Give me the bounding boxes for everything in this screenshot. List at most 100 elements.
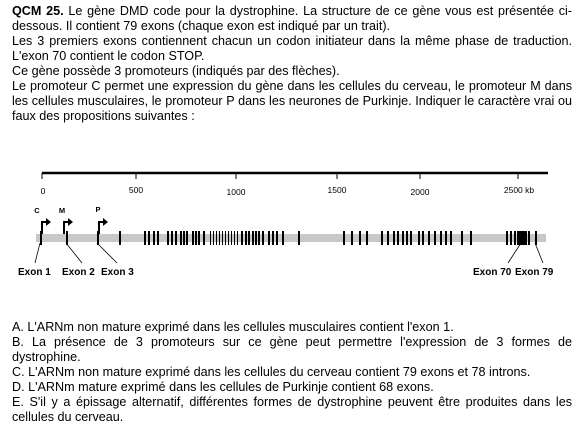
- exon-mark: [343, 231, 345, 245]
- intro-line-3: Ce gène possède 3 promoteurs (indiqués p…: [12, 64, 340, 78]
- exon-mark: [180, 231, 182, 245]
- promoter-label-m: M: [59, 206, 65, 215]
- exon-mark: [222, 231, 223, 245]
- scale-label-2000: 2000: [411, 187, 430, 197]
- exon-mark: [248, 231, 250, 245]
- option-a: A. L'ARNm non mature exprimé dans les ce…: [12, 320, 454, 334]
- exon-mark: [461, 231, 463, 245]
- exon-mark: [434, 231, 436, 245]
- exon-mark: [203, 231, 205, 245]
- exon-label-3: Exon 3: [101, 267, 134, 278]
- exon-mark: [402, 231, 404, 245]
- exon-mark: [119, 231, 121, 245]
- promoter-label-p: P: [95, 205, 100, 214]
- scale-label-500: 500: [129, 185, 143, 195]
- dmd-gene-diagram: 0 500 1000 1500 2000 2500 kb C M P Exon …: [18, 171, 554, 278]
- exon-mark: [450, 231, 452, 245]
- exon-mark: [381, 231, 383, 245]
- exon-mark: [387, 231, 389, 245]
- gene-bar: [36, 234, 546, 242]
- intro-text-1: Le gène DMD code pour la dystrophine. La…: [12, 4, 572, 33]
- exon-mark: [406, 231, 408, 245]
- exon-mark: [528, 231, 530, 245]
- exon-mark: [186, 231, 188, 245]
- exon-pointer-lines: [34, 242, 544, 264]
- exon-mark: [219, 231, 220, 245]
- exon-mark: [428, 231, 430, 245]
- exon-mark: [525, 231, 527, 245]
- scale-label-0: 0: [41, 186, 46, 196]
- exon-mark: [228, 231, 229, 245]
- exon-mark: [298, 231, 300, 245]
- exon-mark: [245, 231, 247, 245]
- exon-mark: [225, 231, 226, 245]
- exon-marks: [40, 231, 537, 245]
- exon-mark: [153, 231, 155, 245]
- answer-options: A. L'ARNm non mature exprimé dans les ce…: [12, 320, 572, 425]
- exon-mark: [195, 231, 197, 245]
- exon-mark: [521, 231, 523, 245]
- intro-line-2: Les 3 premiers exons contiennent chacun …: [12, 34, 572, 63]
- exon-mark: [255, 231, 257, 245]
- exon-mark: [198, 231, 200, 245]
- promoter-label-c: C: [34, 206, 40, 215]
- exon-mark: [272, 231, 274, 245]
- option-d: D. L'ARNm mature exprimé dans les cellul…: [12, 380, 434, 394]
- exon-mark: [213, 231, 214, 245]
- exon-mark: [470, 231, 472, 245]
- exon-mark: [144, 231, 146, 245]
- scale-label-1000: 1000: [227, 187, 246, 197]
- exon-label-79: Exon 79: [515, 267, 554, 278]
- exon-mark: [97, 231, 99, 245]
- exon-label-1: Exon 1: [18, 267, 51, 278]
- exon-mark: [231, 231, 232, 245]
- exon-mark: [192, 231, 194, 245]
- exon-mark: [397, 231, 399, 245]
- question-label: QCM 25.: [12, 4, 64, 18]
- exon-mark: [445, 231, 447, 245]
- intro-line-4: Le promoteur C permet une expression du …: [12, 79, 572, 123]
- exon-mark: [510, 231, 512, 245]
- exon-mark: [157, 231, 159, 245]
- exon-mark: [148, 231, 150, 245]
- exon-mark: [237, 231, 238, 245]
- exon-mark: [276, 231, 278, 245]
- exon-mark: [519, 231, 521, 245]
- exon-mark: [167, 231, 169, 245]
- exon-mark: [440, 231, 442, 245]
- intro-line-1: QCM 25. Le gène DMD code pour la dystrop…: [12, 4, 572, 34]
- exon-mark: [523, 231, 525, 245]
- option-e: E. S'il y a épissage alternatif, différe…: [12, 395, 572, 424]
- option-c: C. L'ARNm non mature exprimé dans les ce…: [12, 365, 531, 379]
- exon-mark: [351, 231, 353, 245]
- exon-mark: [514, 231, 516, 245]
- exon-mark: [40, 231, 42, 245]
- scale-label-1500: 1500: [328, 185, 347, 195]
- option-b: B. La présence de 3 promoteurs sur ce gè…: [12, 335, 572, 364]
- exon-label-2: Exon 2: [62, 267, 95, 278]
- exon-mark: [359, 231, 361, 245]
- exon-mark: [252, 231, 254, 245]
- exon-mark: [422, 231, 424, 245]
- exon-mark: [66, 231, 68, 245]
- exon-mark: [535, 231, 537, 245]
- promoter-arrow-m: [63, 218, 73, 238]
- exon-mark: [258, 231, 260, 245]
- exon-mark: [393, 231, 395, 245]
- exon-mark: [517, 231, 519, 245]
- exon-mark: [171, 231, 173, 245]
- exon-mark: [241, 231, 243, 245]
- exon-mark: [418, 231, 420, 245]
- question-intro: QCM 25. Le gène DMD code pour la dystrop…: [12, 4, 572, 124]
- exon-mark: [183, 231, 185, 245]
- scale-ticks: [41, 173, 519, 179]
- exon-mark: [506, 231, 508, 245]
- scale-label-2500-kb: 2500 kb: [504, 185, 535, 195]
- exon-mark: [210, 231, 211, 245]
- exon-mark: [410, 231, 412, 245]
- exon-mark: [216, 231, 217, 245]
- exon-mark: [175, 231, 177, 245]
- exon-mark: [282, 231, 284, 245]
- exon-label-70: Exon 70: [473, 267, 512, 278]
- exon-mark: [262, 231, 264, 245]
